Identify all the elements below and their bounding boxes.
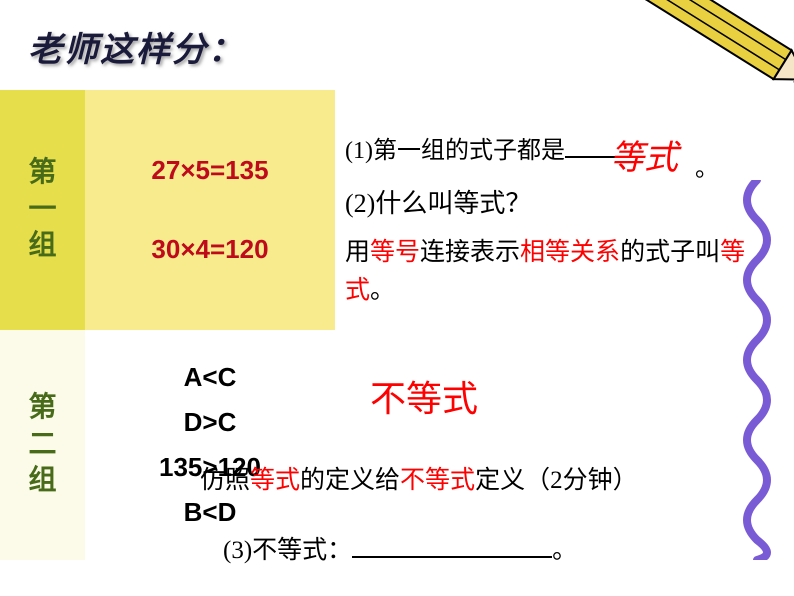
mimic-m1: 仿照 [200, 467, 250, 494]
slide-title: 老师这样分： [28, 22, 244, 71]
q3-suffix: 。 [552, 537, 577, 564]
question-2: (2)什么叫等式？ [345, 183, 775, 220]
question-3: (3)不等式： 。 [223, 530, 577, 566]
g2-char-3: 组 [28, 463, 56, 499]
desc-p5: 的式子叫 [620, 239, 720, 266]
mimic-m3: 的定义给 [300, 467, 400, 494]
g1-char-1: 第 [28, 155, 56, 191]
desc-p7: 。 [370, 277, 395, 304]
inequality-2: D>C [184, 407, 237, 438]
equation-2: 30×4=120 [151, 234, 268, 265]
equation-definition: 用等号连接表示相等关系的式子叫等式。 [345, 234, 775, 309]
desc-p4: 相等关系 [520, 239, 620, 266]
mimic-instruction: 仿照等式的定义给不等式定义（2分钟） [200, 460, 638, 496]
g2-char-2: 二 [28, 427, 56, 463]
pencil-icon [598, 0, 794, 124]
desc-p2: 等号 [370, 239, 420, 266]
inequality-title: 不等式 [370, 370, 478, 422]
group-2-label: 第 二 组 [0, 330, 85, 560]
desc-p3: 连接表示 [420, 239, 520, 266]
group-2-content: A<C D>C 135>120 B<D [85, 330, 335, 560]
mimic-m5: 定义（2分钟） [475, 467, 638, 494]
q3-blank-underline [352, 556, 552, 558]
equation-1: 27×5=135 [151, 155, 268, 186]
group-1-row: 第 一 组 27×5=135 30×4=120 [0, 90, 335, 330]
g1-char-2: 一 [28, 192, 56, 228]
inequality-4: B<D [184, 497, 237, 528]
inequality-1: A<C [184, 362, 237, 393]
mimic-m2: 等式 [250, 467, 300, 494]
group-1-label: 第 一 组 [0, 90, 85, 330]
q1-answer: 等式 [610, 130, 678, 179]
q1-prefix: (1)第一组的式子都是 [345, 138, 565, 164]
q3-prefix: (3)不等式： [223, 537, 352, 564]
q1-period: 。 [695, 148, 719, 183]
mimic-m4: 不等式 [400, 467, 475, 494]
g1-char-3: 组 [28, 228, 56, 264]
group-1-content: 27×5=135 30×4=120 [85, 90, 335, 330]
group-2-row: 第 二 组 A<C D>C 135>120 B<D [0, 330, 335, 560]
g2-char-1: 第 [28, 390, 56, 426]
desc-p1: 用 [345, 239, 370, 266]
